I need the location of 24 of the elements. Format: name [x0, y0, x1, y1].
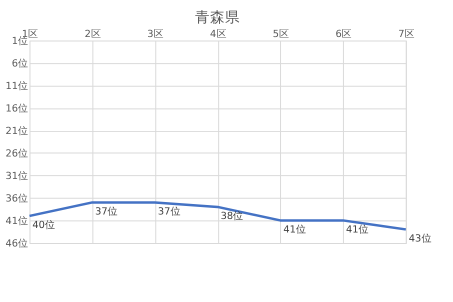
data-label: 41位 — [283, 223, 306, 236]
x-tick-label: 6区 — [335, 29, 352, 40]
data-label: 40位 — [32, 218, 55, 231]
y-tick-label: 46位 — [6, 237, 28, 250]
y-tick-label: 36位 — [6, 192, 28, 204]
data-label: 41位 — [346, 223, 369, 236]
data-label: 37位 — [158, 205, 180, 218]
data-label: 37位 — [95, 205, 118, 218]
y-tick-label: 6位 — [12, 57, 28, 70]
x-tick-label: 5区 — [272, 29, 289, 40]
y-tick-label: 1位 — [12, 34, 28, 47]
data-label: 43位 — [408, 232, 432, 244]
y-tick-label: 31位 — [6, 170, 28, 182]
x-tick-label: 4区 — [210, 29, 226, 40]
x-tick-label: 3区 — [147, 29, 164, 40]
y-tick-label: 26位 — [6, 147, 28, 160]
y-tick-label: 16位 — [6, 102, 28, 114]
x-tick-label: 7区 — [398, 29, 414, 40]
y-tick-label: 41位 — [6, 214, 28, 227]
x-tick-label: 2区 — [84, 29, 101, 40]
y-tick-label: 21位 — [6, 124, 28, 137]
chart-title: 青森県 — [195, 8, 240, 26]
data-label: 38位 — [220, 210, 244, 222]
y-tick-label: 11位 — [6, 80, 28, 92]
